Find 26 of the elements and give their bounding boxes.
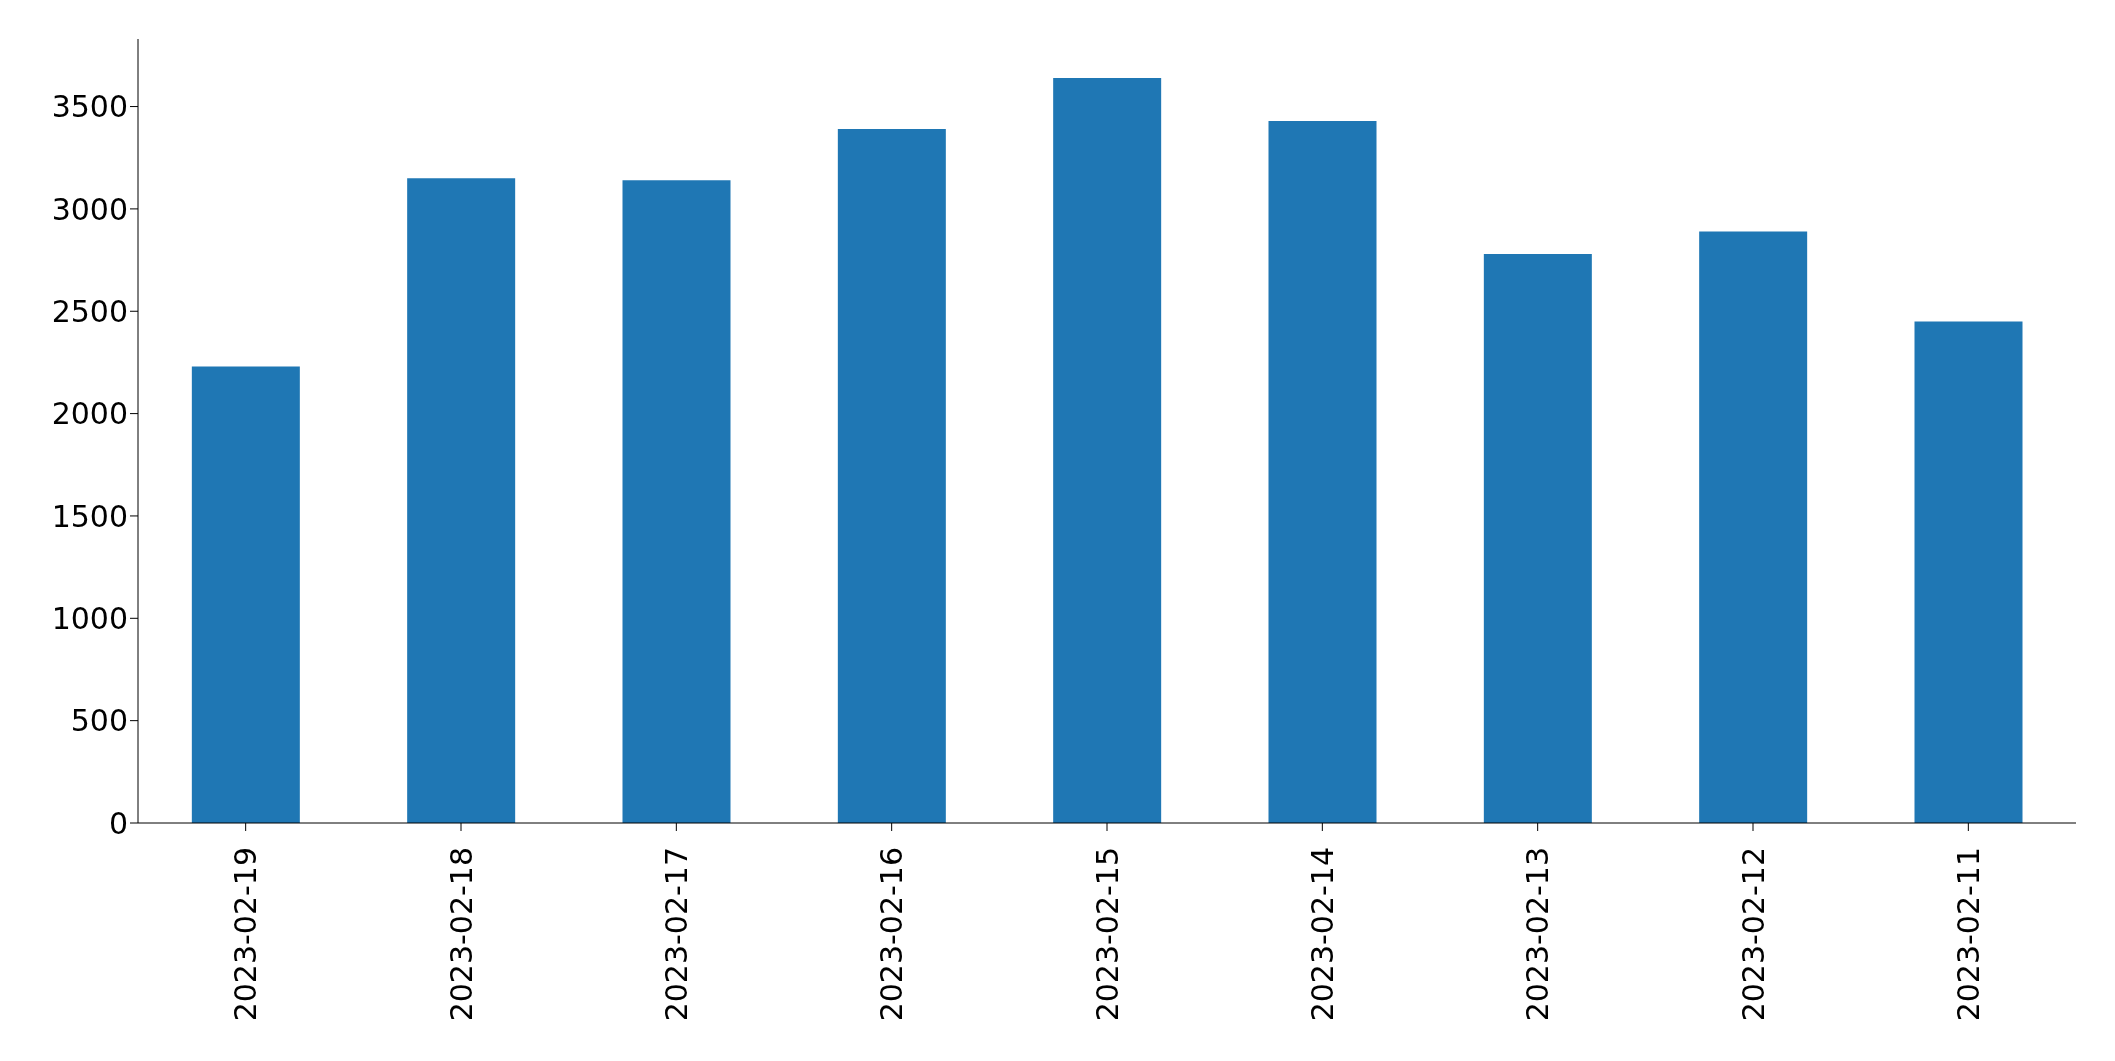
y-tick-label: 0 xyxy=(108,805,128,841)
y-tick-label: 2000 xyxy=(51,396,128,432)
bar xyxy=(622,180,731,823)
x-tick-label: 2023-02-18 xyxy=(443,847,479,1022)
x-tick-label: 2023-02-13 xyxy=(1520,847,1556,1022)
bar xyxy=(1053,77,1162,823)
bar xyxy=(191,366,300,823)
bar xyxy=(1268,120,1377,823)
bar xyxy=(1914,321,2023,823)
x-tick-label: 2023-02-15 xyxy=(1089,847,1125,1022)
x-tick-label: 2023-02-12 xyxy=(1735,847,1771,1022)
bar xyxy=(1699,231,1808,823)
y-tick-label: 500 xyxy=(70,703,128,739)
bar xyxy=(407,178,516,823)
y-tick-label: 3000 xyxy=(51,191,128,227)
x-tick-label: 2023-02-19 xyxy=(228,847,264,1022)
bar xyxy=(1483,253,1592,823)
x-tick-label: 2023-02-14 xyxy=(1304,847,1340,1022)
x-tick-label: 2023-02-17 xyxy=(658,847,694,1022)
y-tick-label: 1500 xyxy=(51,498,128,534)
y-tick-label: 3500 xyxy=(51,89,128,125)
y-tick-label: 1000 xyxy=(51,600,128,636)
x-tick-label: 2023-02-16 xyxy=(874,847,910,1022)
y-tick-label: 2500 xyxy=(51,293,128,329)
bar xyxy=(837,129,946,823)
x-tick-label: 2023-02-11 xyxy=(1950,847,1986,1022)
